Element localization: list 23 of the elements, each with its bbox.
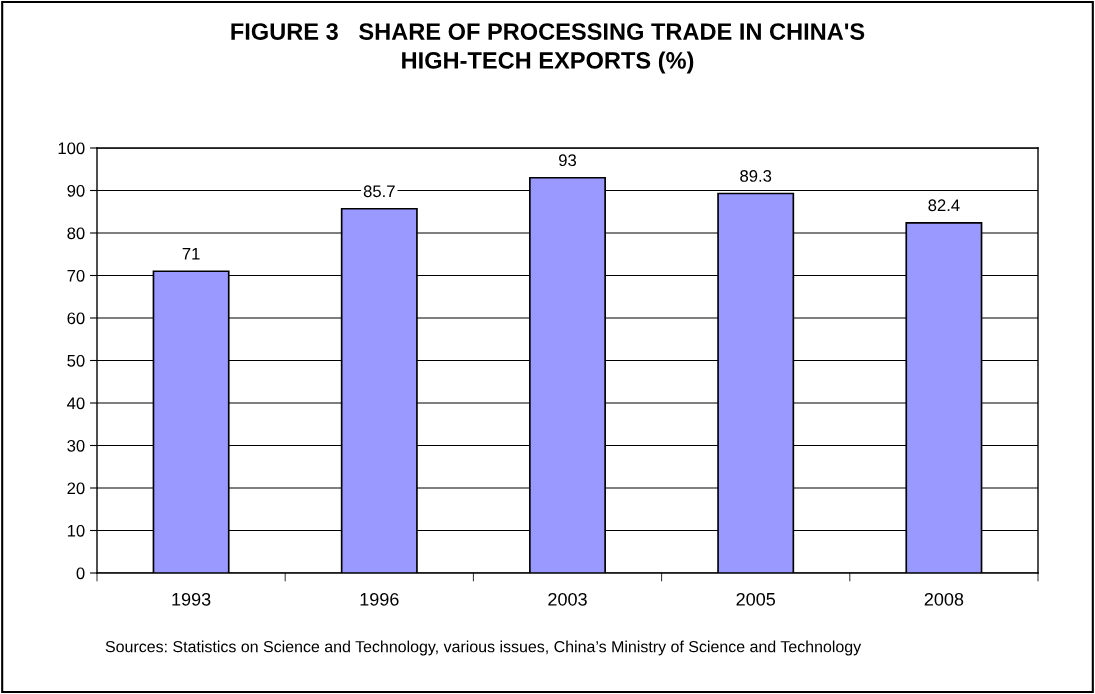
- y-tick-label: 60: [67, 312, 85, 325]
- data-label: 89.3: [740, 170, 772, 182]
- y-tick-label: 10: [67, 524, 85, 537]
- y-tick-label: 0: [76, 567, 85, 580]
- data-label: 82.4: [928, 199, 960, 212]
- y-tick-label: 80: [67, 227, 85, 240]
- data-label: 71: [182, 247, 200, 260]
- data-label: 85.7: [363, 185, 395, 198]
- x-tick-label: 1993: [172, 592, 211, 606]
- data-label: 93: [559, 154, 577, 167]
- x-tick-label: 2008: [924, 592, 964, 606]
- x-tick-label: 2003: [548, 592, 587, 606]
- y-tick-label: 50: [67, 354, 85, 367]
- y-tick-label: 30: [67, 439, 85, 452]
- x-tick-label: 1996: [360, 592, 399, 606]
- y-tick-label: 90: [67, 184, 85, 197]
- y-tick-label: 100: [58, 142, 85, 155]
- y-tick-label: 20: [67, 482, 85, 495]
- x-tick-label: 2005: [736, 592, 776, 606]
- y-tick-label: 40: [67, 397, 85, 410]
- chart-title: FIGURE 3 SHARE OF PROCESSING TRADE IN CHINA'S HIGH-TECH EXPORTS (%): [231, 23, 865, 74]
- y-tick-label: 70: [67, 269, 85, 282]
- source-note: Sources: Statistics on Science and Technology, various issues, China’s Ministry of Science and Technology: [105, 640, 862, 656]
